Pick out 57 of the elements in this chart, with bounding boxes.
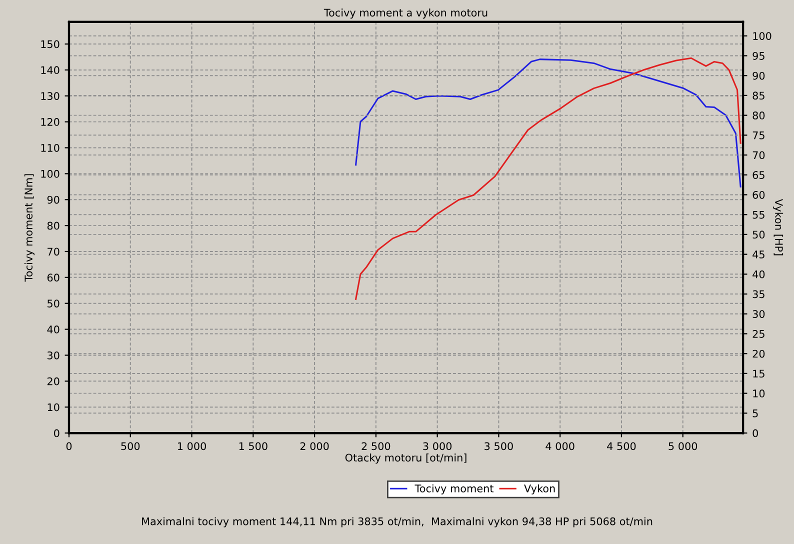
y-tick-label: 150: [41, 40, 60, 48]
y2-tick-label: 15: [753, 370, 764, 378]
y2-tick-label: 50: [752, 230, 765, 239]
legend-label: Tocivy moment: [414, 484, 494, 494]
x-axis-title: Otacky motoru [ot/min]: [345, 454, 466, 464]
y-tick-label: 120: [41, 118, 60, 126]
x-tick-label: 4 500: [607, 442, 636, 450]
y2-axis-title: Vykon [HP]: [772, 198, 784, 256]
y-tick-label: 10: [48, 403, 60, 412]
x-tick-label: 1 000: [178, 442, 206, 450]
y-tick-label: 30: [48, 351, 60, 360]
x-tick-label: 3 000: [423, 442, 452, 450]
x-tick-label: 2 000: [300, 442, 329, 450]
y2-tick-label: 20: [752, 350, 765, 358]
y-tick-label: 70: [48, 248, 60, 256]
y2-tick-label: 85: [752, 92, 764, 100]
legend-label: Vykon: [524, 484, 555, 494]
y-tick-label: 50: [48, 300, 60, 308]
y-tick-label: 80: [47, 222, 60, 230]
y2-tick-label: 75: [752, 132, 764, 140]
x-tick-label: 1 500: [239, 442, 268, 450]
y2-tick-label: 90: [752, 72, 765, 80]
y-tick-label: 100: [41, 170, 60, 178]
x-tick-label: 0: [66, 442, 72, 450]
x-tick-label: 500: [121, 442, 140, 450]
y-tick-label: 0: [54, 429, 60, 438]
y-tick-label: 60: [47, 274, 60, 282]
y2-tick-label: 65: [752, 171, 764, 179]
y-tick-label: 140: [41, 66, 60, 74]
x-tick-label: 2 500: [362, 442, 390, 450]
y2-tick-label: 0: [752, 429, 758, 438]
y2-tick-label: 5: [752, 410, 758, 418]
y-tick-label: 40: [47, 326, 60, 334]
y2-tick-label: 100: [753, 32, 772, 40]
line-series: [355, 57, 742, 300]
y2-tick-label: 60: [752, 190, 765, 199]
y-tick-label: 90: [47, 196, 60, 204]
x-tick-label: 4 000: [546, 442, 574, 450]
y2-tick-label: 95: [752, 52, 764, 60]
y-axis-title: Tocivy moment [Nm]: [24, 174, 35, 282]
y-tick-label: 130: [41, 92, 60, 100]
line-series: [355, 58, 742, 188]
y2-tick-label: 70: [752, 151, 765, 160]
y2-tick-label: 45: [752, 250, 764, 258]
y2-tick-label: 25: [752, 330, 764, 338]
chart-title: Tocivy moment a vykon motoru: [324, 8, 488, 19]
y2-tick-label: 10: [753, 390, 765, 398]
y2-tick-label: 40: [752, 270, 765, 278]
x-tick-label: 3 500: [484, 442, 513, 450]
y-tick-label: 110: [41, 144, 60, 152]
y2-tick-label: 55: [752, 210, 764, 219]
y-tick-label: 20: [47, 377, 60, 386]
y2-tick-label: 35: [752, 290, 764, 298]
text: Maximalni tocivy moment 144,11 Nm pri 3835 ot/min, Maximalni vykon 94,38 HP pri 5068 ot/min: [142, 517, 652, 528]
x-tick-label: 5 000: [668, 442, 698, 450]
y2-tick-label: 80: [752, 112, 765, 120]
y2-tick-label: 30: [752, 310, 765, 318]
